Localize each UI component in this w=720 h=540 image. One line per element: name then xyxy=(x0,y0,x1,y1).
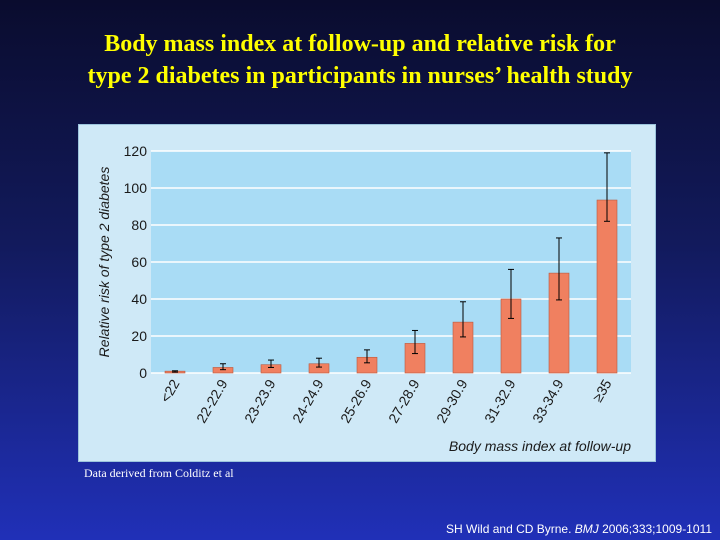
x-axis-ticks: <22 22-22.9 23-23.9 24-24.9 25-26.9 27-28.9 29… xyxy=(157,376,615,425)
y-tick-label: 40 xyxy=(131,291,147,307)
y-axis-ticks: 0 20 40 60 80 100 120 xyxy=(124,143,148,381)
y-tick-label: 60 xyxy=(131,254,147,270)
citation: SH Wild and CD Byrne. BMJ 2006;333;1009-… xyxy=(446,522,712,536)
citation-authors: SH Wild and CD Byrne. xyxy=(446,522,572,536)
x-tick-label: 33-34.9 xyxy=(529,376,567,425)
x-tick-label: 23-23.9 xyxy=(241,376,279,425)
citation-journal: BMJ xyxy=(574,522,599,536)
chart-panel: 0 20 40 60 80 100 120 <22 22-22.9 23-23.9 24-24.9… xyxy=(78,124,656,462)
citation-reference: 2006;333;1009-1011 xyxy=(602,522,712,536)
y-tick-label: 20 xyxy=(131,328,147,344)
x-axis-title: Body mass index at follow-up xyxy=(449,438,631,454)
x-tick-label: 22-22.9 xyxy=(193,376,231,425)
source-note: Data derived from Colditz et al xyxy=(84,466,234,480)
x-tick-label: 29-30.9 xyxy=(433,376,471,425)
bars xyxy=(164,152,618,374)
x-tick-label: ≥35 xyxy=(589,376,615,404)
slide-title-line-2: type 2 diabetes in participants in nurse… xyxy=(87,63,633,89)
y-tick-label: 80 xyxy=(131,217,147,233)
x-tick-label: 25-26.9 xyxy=(337,376,375,425)
y-tick-label: 0 xyxy=(139,365,147,381)
bar xyxy=(596,199,618,374)
x-tick-label: <22 xyxy=(157,376,183,405)
y-tick-label: 100 xyxy=(124,180,148,196)
bar-chart: 0 20 40 60 80 100 120 <22 22-22.9 23-23.9 24-24.9… xyxy=(96,143,631,454)
x-tick-label: 31-32.9 xyxy=(481,376,519,425)
slide-title: Body mass index at follow-up and relativ… xyxy=(0,28,720,92)
y-tick-label: 120 xyxy=(124,143,148,159)
y-axis-title: Relative risk of type 2 diabetes xyxy=(96,167,112,358)
x-tick-label: 24-24.9 xyxy=(289,376,327,425)
x-tick-label: 27-28.9 xyxy=(385,376,423,425)
slide-title-line-1: Body mass index at follow-up and relativ… xyxy=(104,31,616,57)
